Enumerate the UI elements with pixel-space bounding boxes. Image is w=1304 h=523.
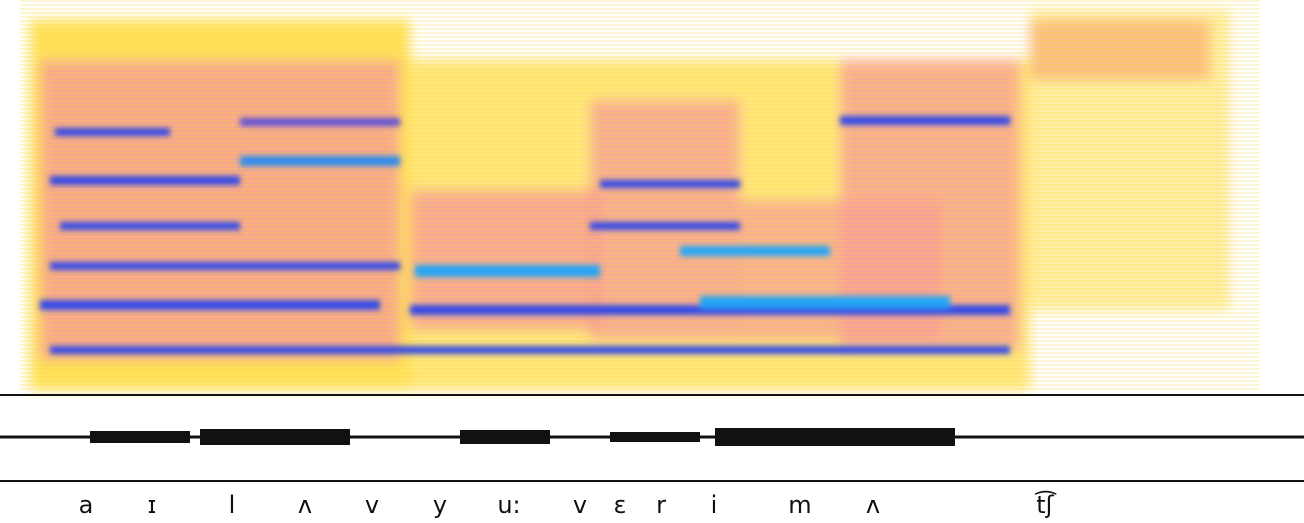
waveform	[0, 428, 1304, 446]
phoneme-label: ɛ	[614, 491, 627, 519]
spectrogram	[20, 0, 1260, 390]
phoneme-label: i	[711, 491, 718, 519]
phoneme-label: r	[656, 491, 666, 519]
phoneme-label: y	[433, 491, 447, 519]
phoneme-label: l	[229, 491, 236, 519]
page: aɪlʌvyu:vɛrimʌt͡ʃ	[0, 0, 1304, 523]
phoneme-label: u:	[497, 491, 520, 519]
phoneme-label: ʌ	[866, 491, 880, 519]
phoneme-label: v	[365, 491, 379, 519]
spectrogram-view: aɪlʌvyu:vɛrimʌt͡ʃ	[0, 0, 1304, 523]
phoneme-label: a	[79, 491, 94, 519]
phoneme-label: ʌ	[298, 491, 312, 519]
phoneme-label: ɪ	[148, 491, 157, 519]
phoneme-label: v	[573, 491, 587, 519]
phoneme-label: m	[788, 491, 811, 519]
phoneme-label: t͡ʃ	[1035, 490, 1057, 519]
